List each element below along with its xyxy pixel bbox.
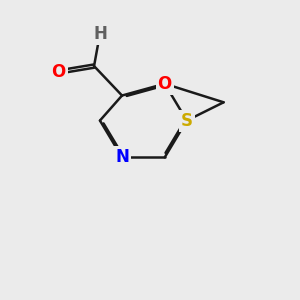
Text: O: O [52,63,66,81]
Text: N: N [115,148,129,166]
Text: O: O [158,75,172,93]
Text: S: S [181,112,193,130]
Text: H: H [93,25,107,43]
